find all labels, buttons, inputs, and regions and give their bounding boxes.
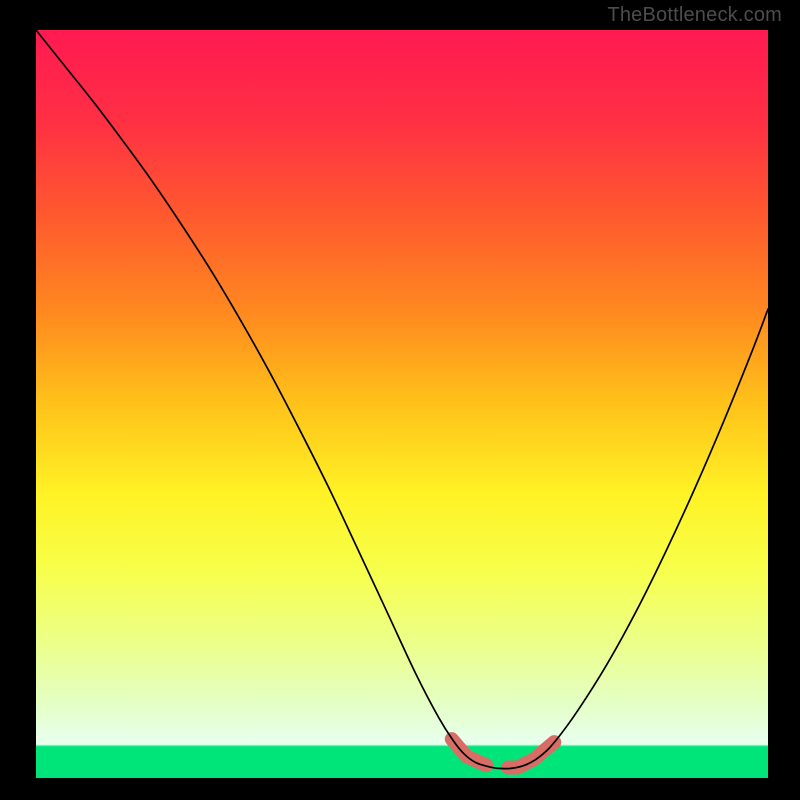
figure-frame: TheBottleneck.com bbox=[0, 0, 800, 800]
gradient-background bbox=[36, 30, 768, 778]
bottleneck-curve-chart bbox=[0, 0, 800, 800]
